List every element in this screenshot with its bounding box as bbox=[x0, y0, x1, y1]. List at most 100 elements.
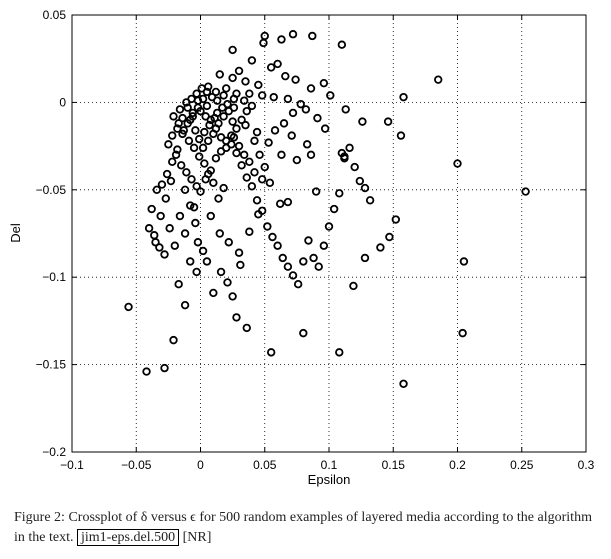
data-point bbox=[288, 30, 298, 39]
data-point bbox=[191, 126, 200, 135]
data-point bbox=[183, 103, 192, 112]
axis-ticks: −0.1 −0.05 0 0.05 0.1 0.15 0.2 0.25 0.3 0.05 0 −0.0… bbox=[36, 8, 595, 472]
data-point bbox=[160, 250, 169, 259]
data-point bbox=[259, 38, 268, 48]
data-point bbox=[200, 127, 209, 137]
data-point bbox=[239, 150, 249, 160]
data-point bbox=[124, 302, 133, 312]
data-point bbox=[279, 119, 289, 128]
data-point bbox=[192, 182, 201, 191]
data-point bbox=[278, 253, 287, 263]
grid-lines bbox=[72, 15, 586, 452]
data-point bbox=[214, 194, 223, 203]
data-point bbox=[242, 323, 251, 333]
data-point bbox=[204, 136, 213, 146]
data-point bbox=[202, 87, 212, 97]
data-point bbox=[174, 119, 183, 128]
data-point bbox=[173, 145, 182, 154]
data-point bbox=[193, 238, 203, 247]
data-point bbox=[265, 178, 275, 188]
data-point bbox=[147, 204, 156, 214]
data-point bbox=[157, 180, 167, 189]
data-point bbox=[453, 159, 462, 168]
data-point bbox=[252, 196, 262, 205]
data-point bbox=[277, 150, 286, 160]
data-point bbox=[268, 232, 277, 242]
data-point bbox=[188, 108, 197, 118]
data-point bbox=[270, 126, 280, 135]
data-point bbox=[245, 89, 254, 98]
data-point bbox=[182, 168, 191, 177]
data-point bbox=[198, 246, 208, 256]
data-point bbox=[376, 243, 385, 252]
data-point bbox=[309, 253, 318, 263]
data-point bbox=[311, 187, 321, 196]
data-point bbox=[313, 113, 322, 123]
data-point bbox=[187, 175, 196, 184]
data-point bbox=[335, 189, 344, 198]
data-point bbox=[296, 99, 305, 109]
data-point bbox=[229, 94, 239, 104]
caption-nr-tag: [NR] bbox=[182, 530, 212, 545]
data-point bbox=[216, 133, 226, 142]
data-point bbox=[299, 328, 308, 338]
data-points bbox=[124, 30, 530, 389]
data-point bbox=[275, 199, 285, 208]
data-point bbox=[161, 194, 171, 203]
data-point bbox=[281, 71, 290, 81]
data-point bbox=[204, 82, 213, 91]
data-point bbox=[360, 253, 370, 263]
data-point bbox=[195, 152, 204, 161]
data-point bbox=[186, 257, 195, 266]
data-point bbox=[245, 157, 254, 167]
data-point bbox=[263, 222, 272, 231]
data-point bbox=[326, 91, 335, 100]
data-point bbox=[188, 112, 197, 121]
y-tick-label: −0.2 bbox=[42, 445, 66, 459]
data-point bbox=[293, 279, 303, 289]
data-point bbox=[396, 131, 406, 140]
data-point bbox=[177, 161, 186, 170]
data-point bbox=[283, 94, 293, 104]
caption-figure-ref: jim1-eps.del.500 bbox=[77, 529, 180, 546]
x-tick-label: 0.05 bbox=[253, 458, 277, 472]
data-point bbox=[237, 115, 246, 125]
data-point bbox=[184, 136, 194, 146]
figure-caption: Figure 2: Crossplot of δ versus ϵ for 50… bbox=[14, 508, 604, 548]
data-point bbox=[234, 66, 244, 76]
data-point bbox=[175, 211, 185, 221]
data-point bbox=[205, 120, 214, 130]
data-point bbox=[160, 363, 169, 373]
data-point bbox=[283, 262, 293, 271]
data-point bbox=[191, 218, 200, 228]
data-point bbox=[171, 150, 181, 160]
data-point bbox=[228, 73, 237, 83]
data-point bbox=[257, 91, 267, 100]
data-point bbox=[337, 40, 347, 49]
data-point bbox=[166, 176, 176, 186]
data-point bbox=[252, 127, 262, 137]
data-point bbox=[247, 56, 257, 65]
data-point bbox=[266, 348, 276, 357]
data-point bbox=[349, 281, 358, 291]
data-point bbox=[200, 159, 209, 168]
data-point bbox=[266, 63, 276, 72]
data-point bbox=[232, 313, 241, 322]
data-point bbox=[458, 328, 467, 338]
data-point bbox=[255, 150, 264, 160]
data-point bbox=[277, 35, 286, 44]
data-point bbox=[245, 227, 254, 236]
plot-frame bbox=[71, 14, 587, 453]
data-point bbox=[219, 112, 228, 121]
data-point bbox=[219, 183, 228, 193]
x-tick-label: −0.05 bbox=[121, 458, 152, 472]
data-point bbox=[192, 267, 201, 277]
data-point bbox=[221, 84, 231, 93]
data-point bbox=[213, 96, 222, 105]
x-tick-label: 0 bbox=[197, 458, 204, 472]
data-point bbox=[365, 196, 375, 205]
data-point bbox=[150, 231, 159, 240]
data-point bbox=[391, 215, 401, 224]
data-point bbox=[358, 117, 367, 126]
data-point bbox=[319, 241, 329, 250]
